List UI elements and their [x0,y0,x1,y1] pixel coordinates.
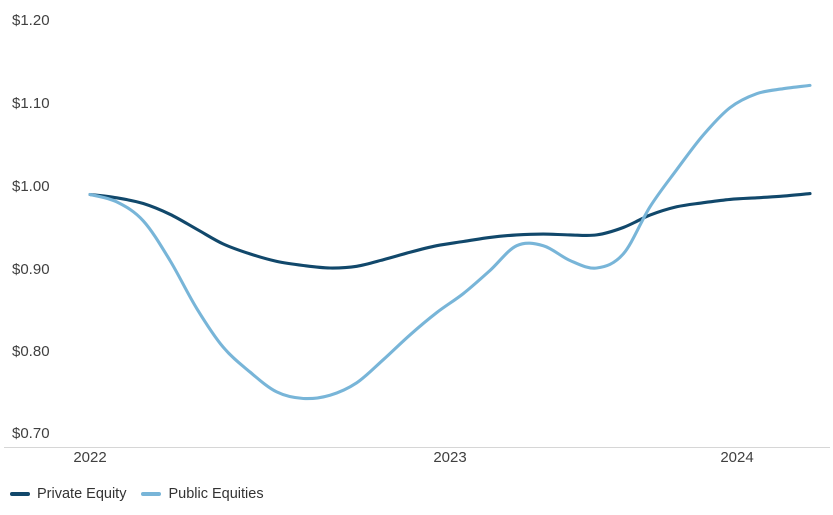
legend-label: Private Equity [37,486,127,502]
y-axis-tick-label: $0.70 [12,425,50,442]
legend-item-private-equity[interactable]: Private Equity [10,486,126,502]
private-equity-line [88,192,812,270]
public-equities-line [88,83,812,401]
y-axis-tick-label: $1.00 [12,178,50,195]
y-axis-tick-label: $0.80 [12,343,50,360]
x-axis-tick-label: 2022 [73,449,107,466]
legend: Private Equity Public Equities [10,485,264,503]
private-equity-line-swatch-icon [10,492,30,496]
public-equities-line-swatch-icon [141,492,162,496]
y-axis-tick-label: $1.20 [12,12,50,29]
x-axis-tick-label: 2024 [720,449,754,466]
legend-label: Public Equities [168,486,264,502]
legend-item-public-equities[interactable]: Public Equities [141,486,264,502]
y-axis-tick-label: $1.10 [12,95,50,112]
y-axis-tick-label: $0.90 [12,261,50,278]
x-axis-tick-label: 2023 [433,449,467,466]
